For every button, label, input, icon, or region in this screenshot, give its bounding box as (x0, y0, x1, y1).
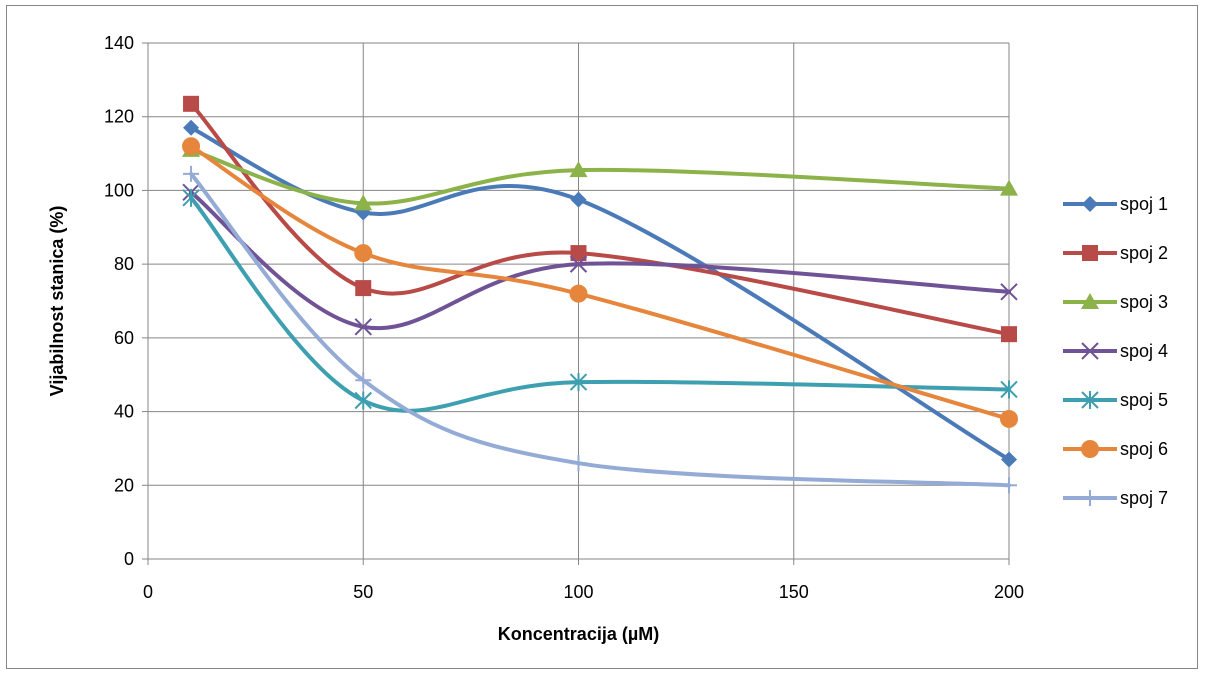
gridlines (147, 42, 1010, 560)
legend-item: spoj 2 (1063, 243, 1168, 263)
x-tick-label: 50 (353, 582, 373, 602)
data-point (569, 284, 588, 303)
legend-label: spoj 5 (1120, 390, 1168, 410)
y-tick-label: 0 (124, 549, 134, 569)
legend-marker (1082, 245, 1098, 261)
series-line (189, 144, 1011, 421)
series-line (189, 171, 1011, 488)
legend-marker (1081, 342, 1099, 360)
series-line (189, 147, 1011, 206)
series-line (189, 101, 1011, 337)
x-tick-label: 200 (994, 582, 1024, 602)
data-point (570, 455, 587, 472)
legend-item: spoj 5 (1063, 390, 1168, 410)
legend-label: spoj 1 (1120, 194, 1168, 214)
data-point (1001, 451, 1017, 468)
legend-marker (1082, 196, 1098, 212)
data-point (569, 255, 588, 273)
legend-marker (1082, 490, 1098, 506)
legend-marker (1081, 391, 1099, 409)
series-2 (183, 95, 1017, 343)
data-point (354, 318, 372, 336)
legend-label: spoj 6 (1120, 439, 1168, 459)
data-point (569, 161, 588, 178)
legend-item: spoj 6 (1063, 439, 1168, 459)
x-tick-label: 0 (143, 582, 153, 602)
data-point (183, 95, 200, 112)
series-3 (182, 140, 1018, 211)
series-group (182, 95, 1018, 494)
y-tick-label: 40 (114, 402, 134, 422)
legend-item: spoj 4 (1063, 341, 1168, 361)
series-7 (183, 165, 1017, 494)
legend: spoj 1 spoj 2 spoj 3 spoj 4 spoj 5 spoj 6 spoj… (1063, 194, 1168, 508)
legend-label: spoj 4 (1120, 341, 1168, 361)
data-point (1001, 326, 1017, 343)
series-line (189, 190, 1011, 331)
y-tick-label: 20 (114, 475, 134, 495)
chart-area (6, 5, 1198, 669)
data-point (1000, 409, 1018, 428)
series-line (189, 125, 1011, 462)
series-5 (182, 188, 1018, 413)
series-line (189, 195, 1011, 413)
data-point (354, 244, 373, 263)
data-point (1000, 179, 1018, 196)
legend-item: spoj 7 (1063, 488, 1168, 508)
data-point (1000, 283, 1018, 301)
data-point (182, 137, 201, 156)
y-axis-title: Vijabilnost stanica (%) (47, 206, 67, 397)
data-point (354, 194, 373, 211)
x-tick-label: 150 (779, 582, 809, 602)
y-tick-label: 140 (104, 33, 134, 53)
series-4 (182, 183, 1018, 336)
legend-label: spoj 7 (1120, 488, 1168, 508)
legend-marker (1081, 440, 1099, 458)
legend-marker (1081, 293, 1099, 309)
x-tick-label: 100 (563, 582, 593, 602)
data-point (355, 280, 372, 297)
y-tick-label: 100 (104, 180, 134, 200)
data-point (570, 191, 587, 208)
data-point (569, 373, 588, 392)
y-tick-label: 120 (104, 107, 134, 127)
y-tick-label: 80 (114, 254, 134, 274)
data-point (355, 372, 372, 389)
data-point (183, 165, 200, 182)
series-1 (183, 119, 1017, 468)
data-point (570, 245, 587, 262)
data-point (183, 119, 200, 136)
legend-label: spoj 3 (1120, 292, 1168, 312)
legend-label: spoj 2 (1120, 243, 1168, 263)
data-point (1001, 477, 1017, 494)
legend-item: spoj 1 (1063, 194, 1168, 214)
legend-item: spoj 3 (1063, 292, 1168, 312)
data-point (354, 391, 372, 410)
data-point (182, 188, 200, 207)
x-axis-title: Koncentracija (µM) (498, 624, 659, 644)
series-6 (182, 137, 1018, 428)
axes: 0 20 40 60 80 100 120 140 0 50 100 150 200 (104, 33, 1024, 602)
data-point (1000, 380, 1018, 399)
y-tick-label: 60 (114, 328, 134, 348)
